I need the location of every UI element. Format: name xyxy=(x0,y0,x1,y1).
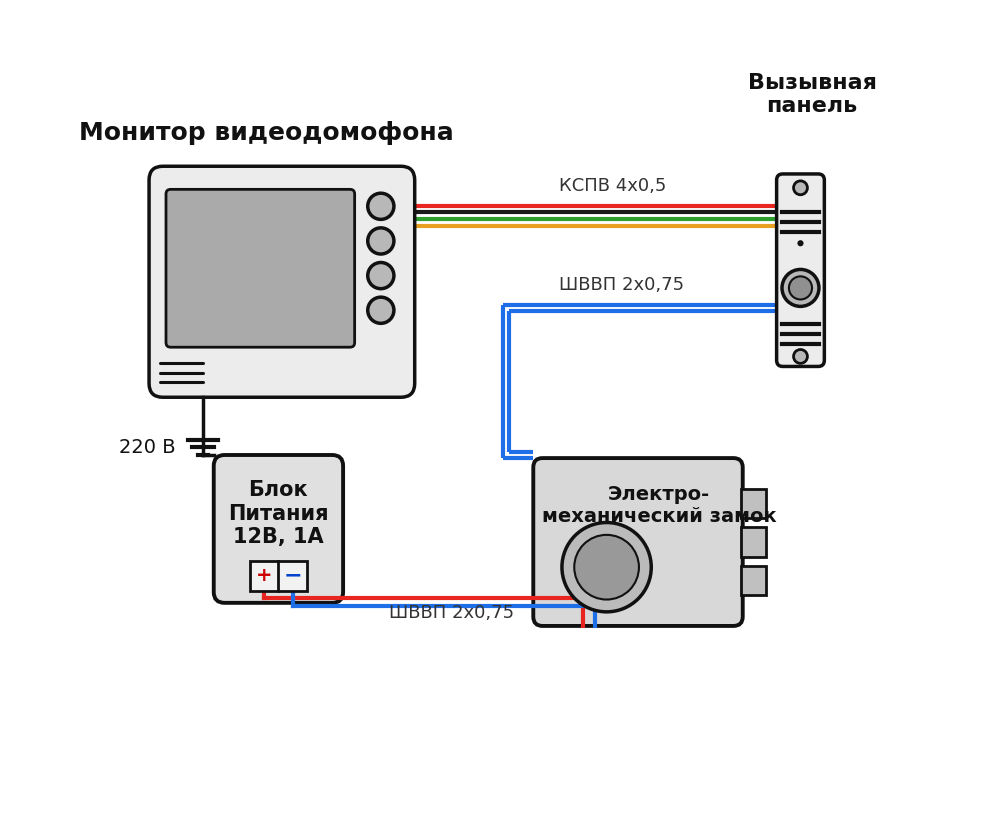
FancyBboxPatch shape xyxy=(777,174,824,366)
Text: ШВВП 2х0,75: ШВВП 2х0,75 xyxy=(559,276,684,294)
Text: ШВВП 2х0,75: ШВВП 2х0,75 xyxy=(389,605,514,622)
Circle shape xyxy=(789,276,812,299)
Text: Монитор видеодомофона: Монитор видеодомофона xyxy=(79,121,454,144)
FancyBboxPatch shape xyxy=(166,189,355,347)
Circle shape xyxy=(368,262,394,289)
Bar xyxy=(741,528,766,557)
Circle shape xyxy=(574,535,639,600)
FancyBboxPatch shape xyxy=(533,458,743,626)
Circle shape xyxy=(562,522,651,612)
Text: +: + xyxy=(256,566,272,585)
Circle shape xyxy=(368,297,394,323)
Text: Электро-
механический замок: Электро- механический замок xyxy=(542,485,776,526)
Bar xyxy=(250,561,307,591)
Circle shape xyxy=(794,181,807,195)
Circle shape xyxy=(368,228,394,254)
FancyBboxPatch shape xyxy=(214,455,343,603)
Circle shape xyxy=(368,193,394,219)
Circle shape xyxy=(797,240,804,246)
Text: 220 В: 220 В xyxy=(119,438,176,457)
Text: Блок
Питания
12В, 1А: Блок Питания 12В, 1А xyxy=(228,480,329,547)
Text: −: − xyxy=(283,566,302,585)
Bar xyxy=(741,489,766,518)
Circle shape xyxy=(794,349,807,364)
Text: Вызывная
панель: Вызывная панель xyxy=(748,73,877,116)
Text: КСПВ 4х0,5: КСПВ 4х0,5 xyxy=(559,176,666,195)
Circle shape xyxy=(782,270,819,307)
Bar xyxy=(741,566,766,595)
FancyBboxPatch shape xyxy=(149,166,415,397)
